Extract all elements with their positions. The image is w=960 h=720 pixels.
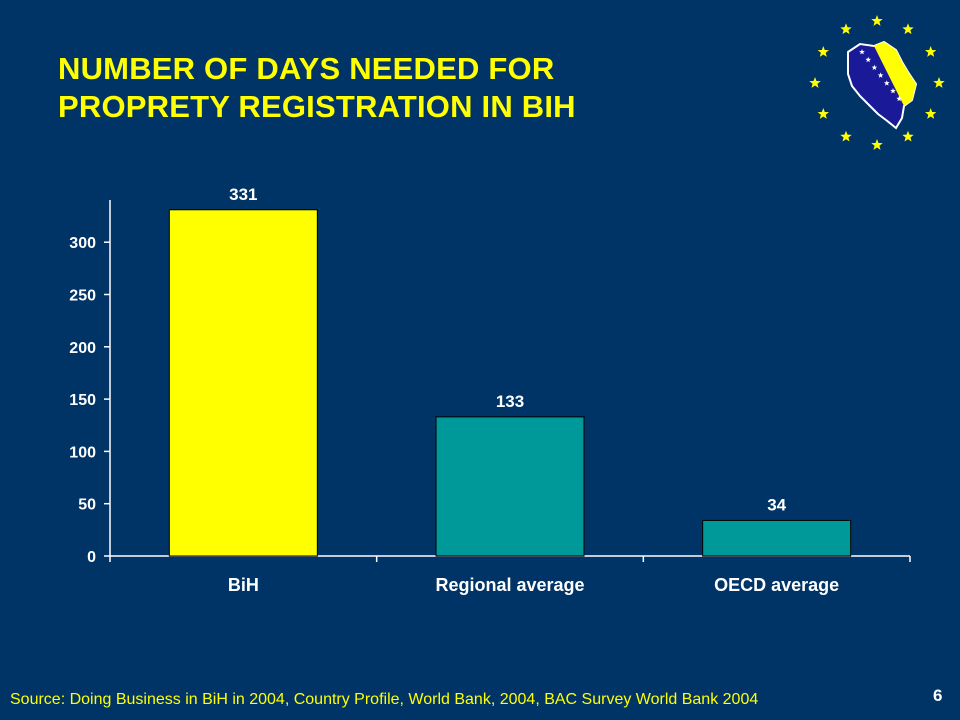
y-tick-label: 200 [69,340,96,357]
eu-star [871,15,883,26]
source-note: Source: Doing Business in BiH in 2004, C… [10,691,759,708]
eu-star [902,130,914,142]
eu-star [902,23,914,35]
map-star [883,80,890,86]
eu-stars-bih-map-icon [809,15,945,150]
y-tick-label: 0 [87,549,96,566]
y-tick-label: 100 [69,444,96,461]
category-label: BiH [228,575,259,595]
y-tick-label: 300 [69,235,96,252]
eu-star [809,77,821,88]
bar-regional-average [435,416,585,557]
data-label: 331 [229,185,257,204]
eu-star [924,46,937,57]
map-star [871,64,878,71]
map-star [896,95,903,102]
y-tick-label: 50 [78,497,96,514]
map-star [865,56,872,63]
eu-star [924,108,937,119]
eu-star [817,46,830,57]
map-star [877,72,884,78]
y-tick-label: 250 [69,288,96,305]
page-number: 6 [933,686,943,705]
y-tick-label: 150 [69,392,96,409]
data-label: 34 [767,495,786,514]
map-star [859,49,865,55]
eu-star [871,139,883,150]
slide-title-line-2: PROPRETY REGISTRATION IN BIH [58,89,576,124]
bih-map-yellow-triangle [874,42,916,106]
category-label: OECD average [714,575,839,595]
category-label: Regional average [435,575,584,595]
map-star [890,88,896,94]
slide-title-line-1: NUMBER OF DAYS NEEDED FOR [58,51,555,86]
eu-star [840,130,852,142]
data-label: 133 [496,392,524,411]
slide-title: NUMBER OF DAYS NEEDED FOR PROPRETY REGIS… [58,50,576,126]
eu-star [840,23,852,35]
bar-bih [168,209,318,557]
eu-star [933,77,945,88]
bar-oecd-average [702,519,852,557]
eu-star [817,108,830,119]
